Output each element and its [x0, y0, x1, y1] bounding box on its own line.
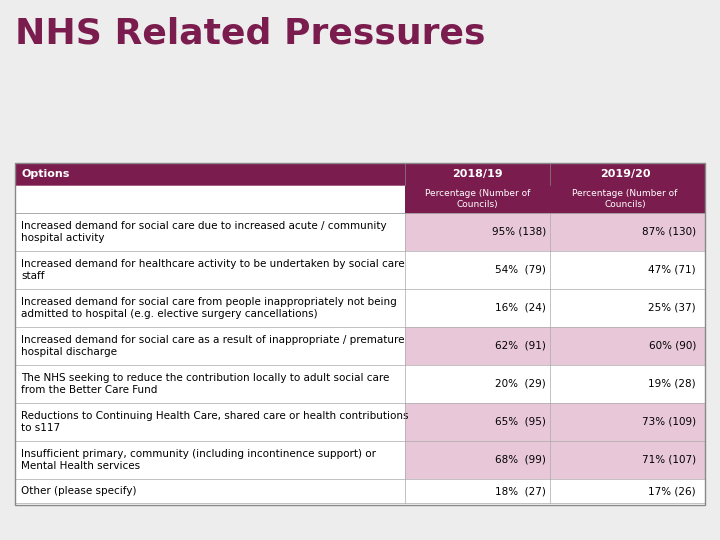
Text: 16%  (24): 16% (24) — [495, 303, 546, 313]
Text: NHS Related Pressures: NHS Related Pressures — [15, 16, 485, 50]
Text: Increased demand for social care due to increased acute / community
hospital act: Increased demand for social care due to … — [21, 221, 387, 243]
Text: 73% (109): 73% (109) — [642, 417, 696, 427]
Bar — [405, 213, 705, 251]
Text: 65%  (95): 65% (95) — [495, 417, 546, 427]
Text: 25% (37): 25% (37) — [649, 303, 696, 313]
Text: 71% (107): 71% (107) — [642, 455, 696, 465]
Bar — [15, 163, 705, 505]
Text: Increased demand for healthcare activity to be undertaken by social care
staff: Increased demand for healthcare activity… — [21, 259, 405, 281]
Text: 87% (130): 87% (130) — [642, 227, 696, 237]
Text: 47% (71): 47% (71) — [649, 265, 696, 275]
Text: The NHS seeking to reduce the contribution locally to adult social care
from the: The NHS seeking to reduce the contributi… — [21, 373, 390, 395]
Text: Other (please specify): Other (please specify) — [21, 486, 137, 496]
Text: 17% (26): 17% (26) — [649, 486, 696, 496]
Text: 19% (28): 19% (28) — [649, 379, 696, 389]
Text: Increased demand for social care from people inappropriately not being
admitted : Increased demand for social care from pe… — [21, 297, 397, 319]
Bar — [405, 403, 705, 441]
Text: 68%  (99): 68% (99) — [495, 455, 546, 465]
Text: 18%  (27): 18% (27) — [495, 486, 546, 496]
Text: 2019/20: 2019/20 — [600, 169, 650, 179]
Text: 95% (138): 95% (138) — [492, 227, 546, 237]
Text: Percentage (Number of
Councils): Percentage (Number of Councils) — [425, 189, 530, 209]
Text: 2018/19: 2018/19 — [452, 169, 503, 179]
Text: 54%  (79): 54% (79) — [495, 265, 546, 275]
Bar — [405, 185, 705, 213]
Text: Increased demand for social care as a result of inappropriate / premature
hospit: Increased demand for social care as a re… — [21, 335, 405, 357]
Text: Reductions to Continuing Health Care, shared care or health contributions
to s11: Reductions to Continuing Health Care, sh… — [21, 411, 408, 433]
Text: 60% (90): 60% (90) — [649, 341, 696, 351]
Text: Insufficient primary, community (including incontinence support) or
Mental Healt: Insufficient primary, community (includi… — [21, 449, 376, 471]
Text: 62%  (91): 62% (91) — [495, 341, 546, 351]
Bar — [405, 327, 705, 365]
Text: 20%  (29): 20% (29) — [495, 379, 546, 389]
Bar — [15, 163, 705, 505]
Bar — [15, 163, 705, 185]
Bar — [405, 441, 705, 479]
Text: Options: Options — [21, 169, 69, 179]
Text: Percentage (Number of
Councils): Percentage (Number of Councils) — [572, 189, 678, 209]
